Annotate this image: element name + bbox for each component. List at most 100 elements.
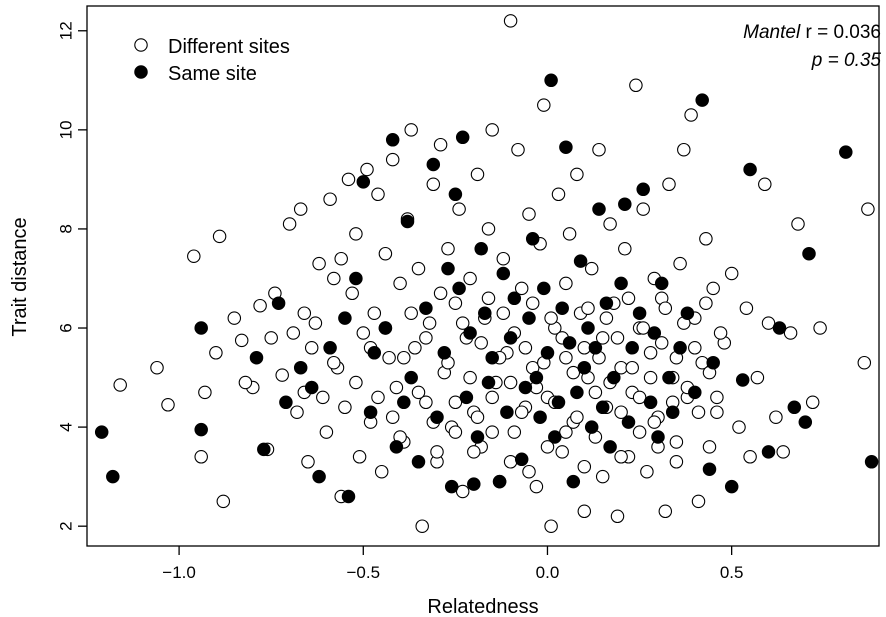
point-same-site: [363, 405, 378, 419]
point-same-site: [426, 157, 441, 172]
point-different-sites: [212, 229, 227, 244]
x-axis-title: Relatedness: [427, 596, 538, 617]
point-different-sites: [474, 336, 488, 350]
point-same-site: [581, 321, 595, 335]
point-same-site: [555, 301, 569, 315]
data-points: [94, 14, 879, 533]
point-different-sites: [411, 385, 426, 400]
point-different-sites: [776, 445, 790, 459]
point-different-sites: [595, 331, 610, 345]
point-different-sites: [632, 390, 647, 405]
point-different-sites: [397, 350, 411, 365]
point-different-sites: [570, 167, 584, 182]
point-different-sites: [433, 286, 448, 301]
point-different-sites: [595, 469, 610, 484]
point-different-sites: [338, 400, 352, 415]
point-same-site: [481, 375, 496, 390]
point-same-site: [312, 469, 326, 484]
point-same-site: [625, 341, 639, 355]
point-same-site: [437, 346, 452, 360]
point-different-sites: [643, 346, 658, 360]
point-different-sites: [441, 242, 455, 256]
point-same-site: [702, 462, 717, 476]
point-different-sites: [448, 296, 463, 310]
point-different-sites: [699, 296, 713, 310]
point-same-site: [404, 370, 418, 385]
point-different-sites: [404, 123, 418, 137]
point-different-sites: [732, 420, 746, 434]
point-same-site: [662, 370, 676, 385]
point-different-sites: [234, 333, 249, 348]
point-same-site: [802, 246, 816, 261]
point-same-site: [735, 373, 750, 387]
point-different-sites: [426, 177, 441, 192]
point-same-site: [651, 430, 665, 444]
point-different-sites: [688, 341, 702, 355]
point-same-site: [577, 360, 592, 375]
point-different-sites: [673, 256, 687, 271]
point-different-sites: [739, 301, 754, 315]
point-same-site: [621, 415, 636, 429]
point-different-sites: [614, 405, 628, 419]
point-different-sites: [378, 246, 393, 261]
point-different-sites: [345, 286, 359, 301]
point-different-sites: [581, 301, 595, 315]
point-same-site: [636, 182, 650, 197]
point-same-site: [632, 306, 647, 320]
point-different-sites: [857, 355, 872, 370]
point-different-sites: [264, 331, 278, 345]
point-same-site: [338, 311, 352, 325]
point-different-sites: [496, 251, 511, 266]
point-different-sites: [522, 464, 536, 479]
point-same-site: [279, 395, 293, 410]
point-different-sites: [341, 172, 356, 187]
point-different-sites: [467, 445, 481, 459]
point-same-site: [463, 326, 477, 340]
point-different-sites: [514, 281, 529, 296]
point-different-sites: [349, 227, 363, 241]
point-different-sites: [161, 398, 175, 412]
point-different-sites: [455, 484, 470, 499]
point-same-site: [356, 175, 371, 189]
point-different-sites: [312, 256, 326, 271]
point-same-site: [798, 415, 813, 429]
point-different-sites: [684, 108, 698, 122]
point-different-sites: [750, 370, 765, 385]
point-same-site: [293, 360, 308, 375]
point-different-sites: [691, 405, 706, 419]
point-same-site: [419, 301, 433, 315]
point-different-sites: [430, 445, 444, 459]
point-different-sites: [658, 301, 673, 315]
y-tick-label: 2: [57, 521, 76, 530]
point-same-site: [470, 430, 485, 444]
point-same-site: [518, 380, 533, 395]
point-same-site: [570, 385, 584, 400]
point-same-site: [304, 380, 319, 395]
point-different-sites: [544, 311, 558, 325]
point-different-sites: [805, 395, 820, 410]
point-same-site: [864, 455, 879, 469]
point-different-sites: [599, 311, 614, 325]
point-same-site: [573, 254, 588, 268]
point-same-site: [467, 477, 481, 491]
point-different-sites: [618, 242, 632, 256]
point-same-site: [349, 271, 363, 286]
point-different-sites: [758, 177, 772, 192]
point-different-sites: [253, 298, 267, 313]
point-same-site: [787, 400, 802, 415]
point-different-sites: [316, 390, 330, 405]
point-different-sites: [227, 311, 242, 325]
point-different-sites: [514, 405, 529, 419]
point-same-site: [544, 73, 558, 88]
point-different-sites: [636, 202, 650, 216]
point-different-sites: [677, 142, 691, 157]
point-same-site: [389, 440, 404, 454]
point-same-site: [194, 422, 208, 437]
point-different-sites: [113, 378, 127, 392]
point-same-site: [496, 266, 511, 281]
point-same-site: [562, 336, 577, 350]
point-different-sites: [691, 494, 706, 509]
point-same-site: [106, 469, 120, 484]
point-different-sites: [422, 316, 437, 330]
